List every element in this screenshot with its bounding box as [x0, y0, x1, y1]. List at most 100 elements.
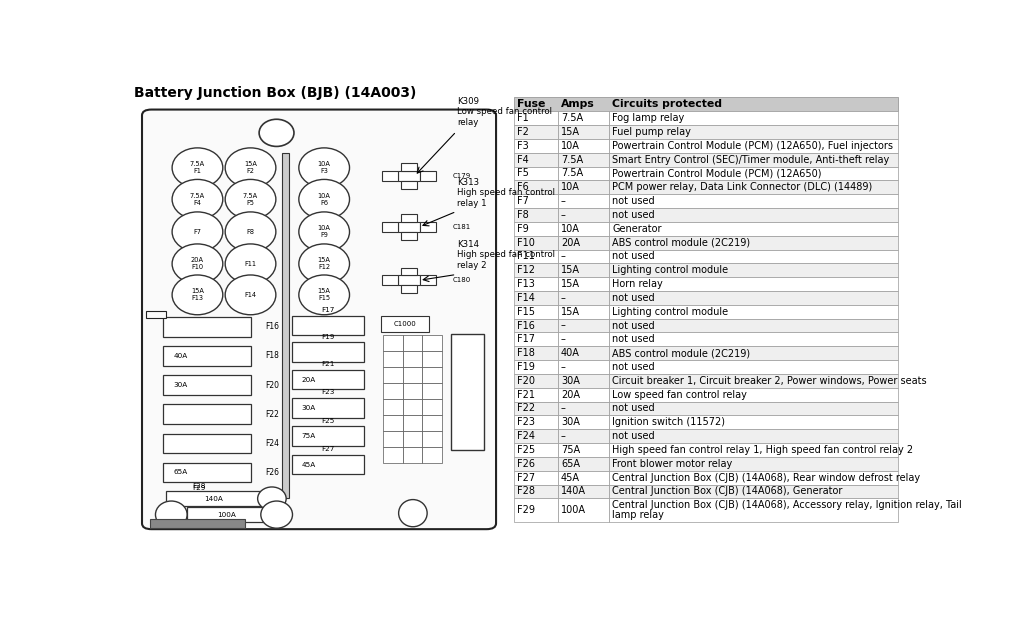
Bar	[403, 383, 422, 399]
Bar	[383, 383, 403, 399]
Text: 7.5A: 7.5A	[561, 113, 584, 123]
Bar	[514, 415, 558, 429]
Bar	[383, 415, 403, 431]
Bar	[558, 498, 609, 522]
Text: 15A
F13: 15A F13	[191, 289, 203, 301]
Ellipse shape	[298, 180, 350, 219]
Text: 20A: 20A	[561, 390, 580, 399]
Bar	[383, 335, 403, 351]
Bar	[514, 208, 558, 222]
Text: C1000: C1000	[393, 321, 416, 327]
Text: not used: not used	[612, 362, 655, 372]
Bar	[514, 112, 558, 125]
Bar	[609, 346, 898, 360]
Text: F22: F22	[517, 403, 536, 413]
Bar	[146, 311, 166, 318]
Bar	[420, 275, 435, 285]
Text: F11: F11	[244, 261, 257, 267]
Bar	[558, 236, 609, 249]
Bar	[558, 429, 609, 443]
Bar	[514, 152, 558, 166]
Text: Circuit breaker 1, Circuit breaker 2, Power windows, Power seats: Circuit breaker 1, Circuit breaker 2, Po…	[612, 376, 927, 386]
Text: 15A: 15A	[561, 279, 580, 289]
Bar	[514, 236, 558, 249]
Bar	[514, 166, 558, 180]
Text: Powertrain Control Module (PCM) (12A650): Powertrain Control Module (PCM) (12A650)	[612, 168, 822, 178]
Bar	[150, 519, 245, 528]
Ellipse shape	[225, 148, 276, 188]
Text: F25: F25	[517, 445, 536, 455]
Text: –: –	[561, 251, 566, 261]
Ellipse shape	[155, 501, 187, 528]
Text: 15A: 15A	[561, 307, 580, 317]
Bar	[403, 431, 422, 447]
Text: F14: F14	[517, 293, 536, 303]
Text: F29: F29	[517, 505, 536, 515]
Text: 30A: 30A	[561, 417, 579, 427]
Bar	[401, 268, 417, 275]
Text: F2: F2	[517, 127, 529, 137]
Ellipse shape	[172, 244, 223, 284]
Text: 30A: 30A	[174, 382, 188, 388]
Text: not used: not used	[612, 196, 655, 206]
Text: 45A: 45A	[301, 462, 316, 467]
Text: Central Junction Box (CJB) (14A068), Generator: Central Junction Box (CJB) (14A068), Gen…	[612, 486, 843, 496]
Bar	[558, 180, 609, 194]
Text: F28: F28	[192, 483, 205, 490]
Text: F3: F3	[517, 141, 529, 151]
Text: ABS control module (2C219): ABS control module (2C219)	[612, 348, 750, 358]
Bar	[558, 319, 609, 333]
Text: ABS control module (2C219): ABS control module (2C219)	[612, 238, 750, 248]
Text: F12: F12	[517, 265, 536, 275]
Text: Battery Junction Box (BJB) (14A003): Battery Junction Box (BJB) (14A003)	[134, 86, 416, 100]
Bar	[558, 374, 609, 387]
Bar	[558, 249, 609, 263]
Bar	[422, 415, 443, 431]
Bar	[514, 457, 558, 471]
Text: 30A: 30A	[561, 376, 579, 386]
Text: F19: F19	[322, 333, 335, 340]
Bar	[609, 125, 898, 139]
Text: 7.5A
F1: 7.5A F1	[190, 161, 205, 175]
Bar	[609, 166, 898, 180]
Text: F24: F24	[265, 439, 279, 448]
Text: 15A: 15A	[561, 127, 580, 137]
Bar	[164, 404, 250, 424]
Text: Fuel pump relay: Fuel pump relay	[612, 127, 691, 137]
Text: 30A: 30A	[301, 405, 316, 411]
Text: F19: F19	[517, 362, 536, 372]
Bar	[164, 346, 250, 365]
Bar	[382, 275, 398, 285]
Bar	[558, 346, 609, 360]
Ellipse shape	[225, 275, 276, 315]
Bar	[383, 351, 403, 367]
Text: 7.5A: 7.5A	[561, 154, 584, 164]
Text: F5: F5	[517, 168, 529, 178]
Bar	[164, 462, 250, 482]
Text: Fog lamp relay: Fog lamp relay	[612, 113, 685, 123]
Bar	[401, 232, 417, 239]
Bar	[514, 277, 558, 291]
Text: Horn relay: Horn relay	[612, 279, 663, 289]
Bar	[558, 457, 609, 471]
Text: –: –	[561, 335, 566, 345]
Text: F23: F23	[322, 389, 335, 396]
Text: –: –	[561, 431, 566, 441]
Bar	[609, 277, 898, 291]
Text: F22: F22	[265, 410, 279, 419]
Bar	[422, 447, 443, 463]
Text: –: –	[561, 210, 566, 220]
Text: Amps: Amps	[561, 100, 595, 110]
Bar	[609, 443, 898, 457]
Bar	[609, 263, 898, 277]
Text: not used: not used	[612, 293, 655, 303]
Text: not used: not used	[612, 251, 655, 261]
Text: 10A
F9: 10A F9	[318, 226, 330, 238]
Text: –: –	[561, 362, 566, 372]
Text: Smart Entry Control (SEC)/Timer module, Anti-theft relay: Smart Entry Control (SEC)/Timer module, …	[612, 154, 890, 164]
Bar	[187, 507, 267, 522]
Text: not used: not used	[612, 335, 655, 345]
Bar	[383, 367, 403, 383]
Bar	[558, 360, 609, 374]
Text: –: –	[561, 321, 566, 331]
